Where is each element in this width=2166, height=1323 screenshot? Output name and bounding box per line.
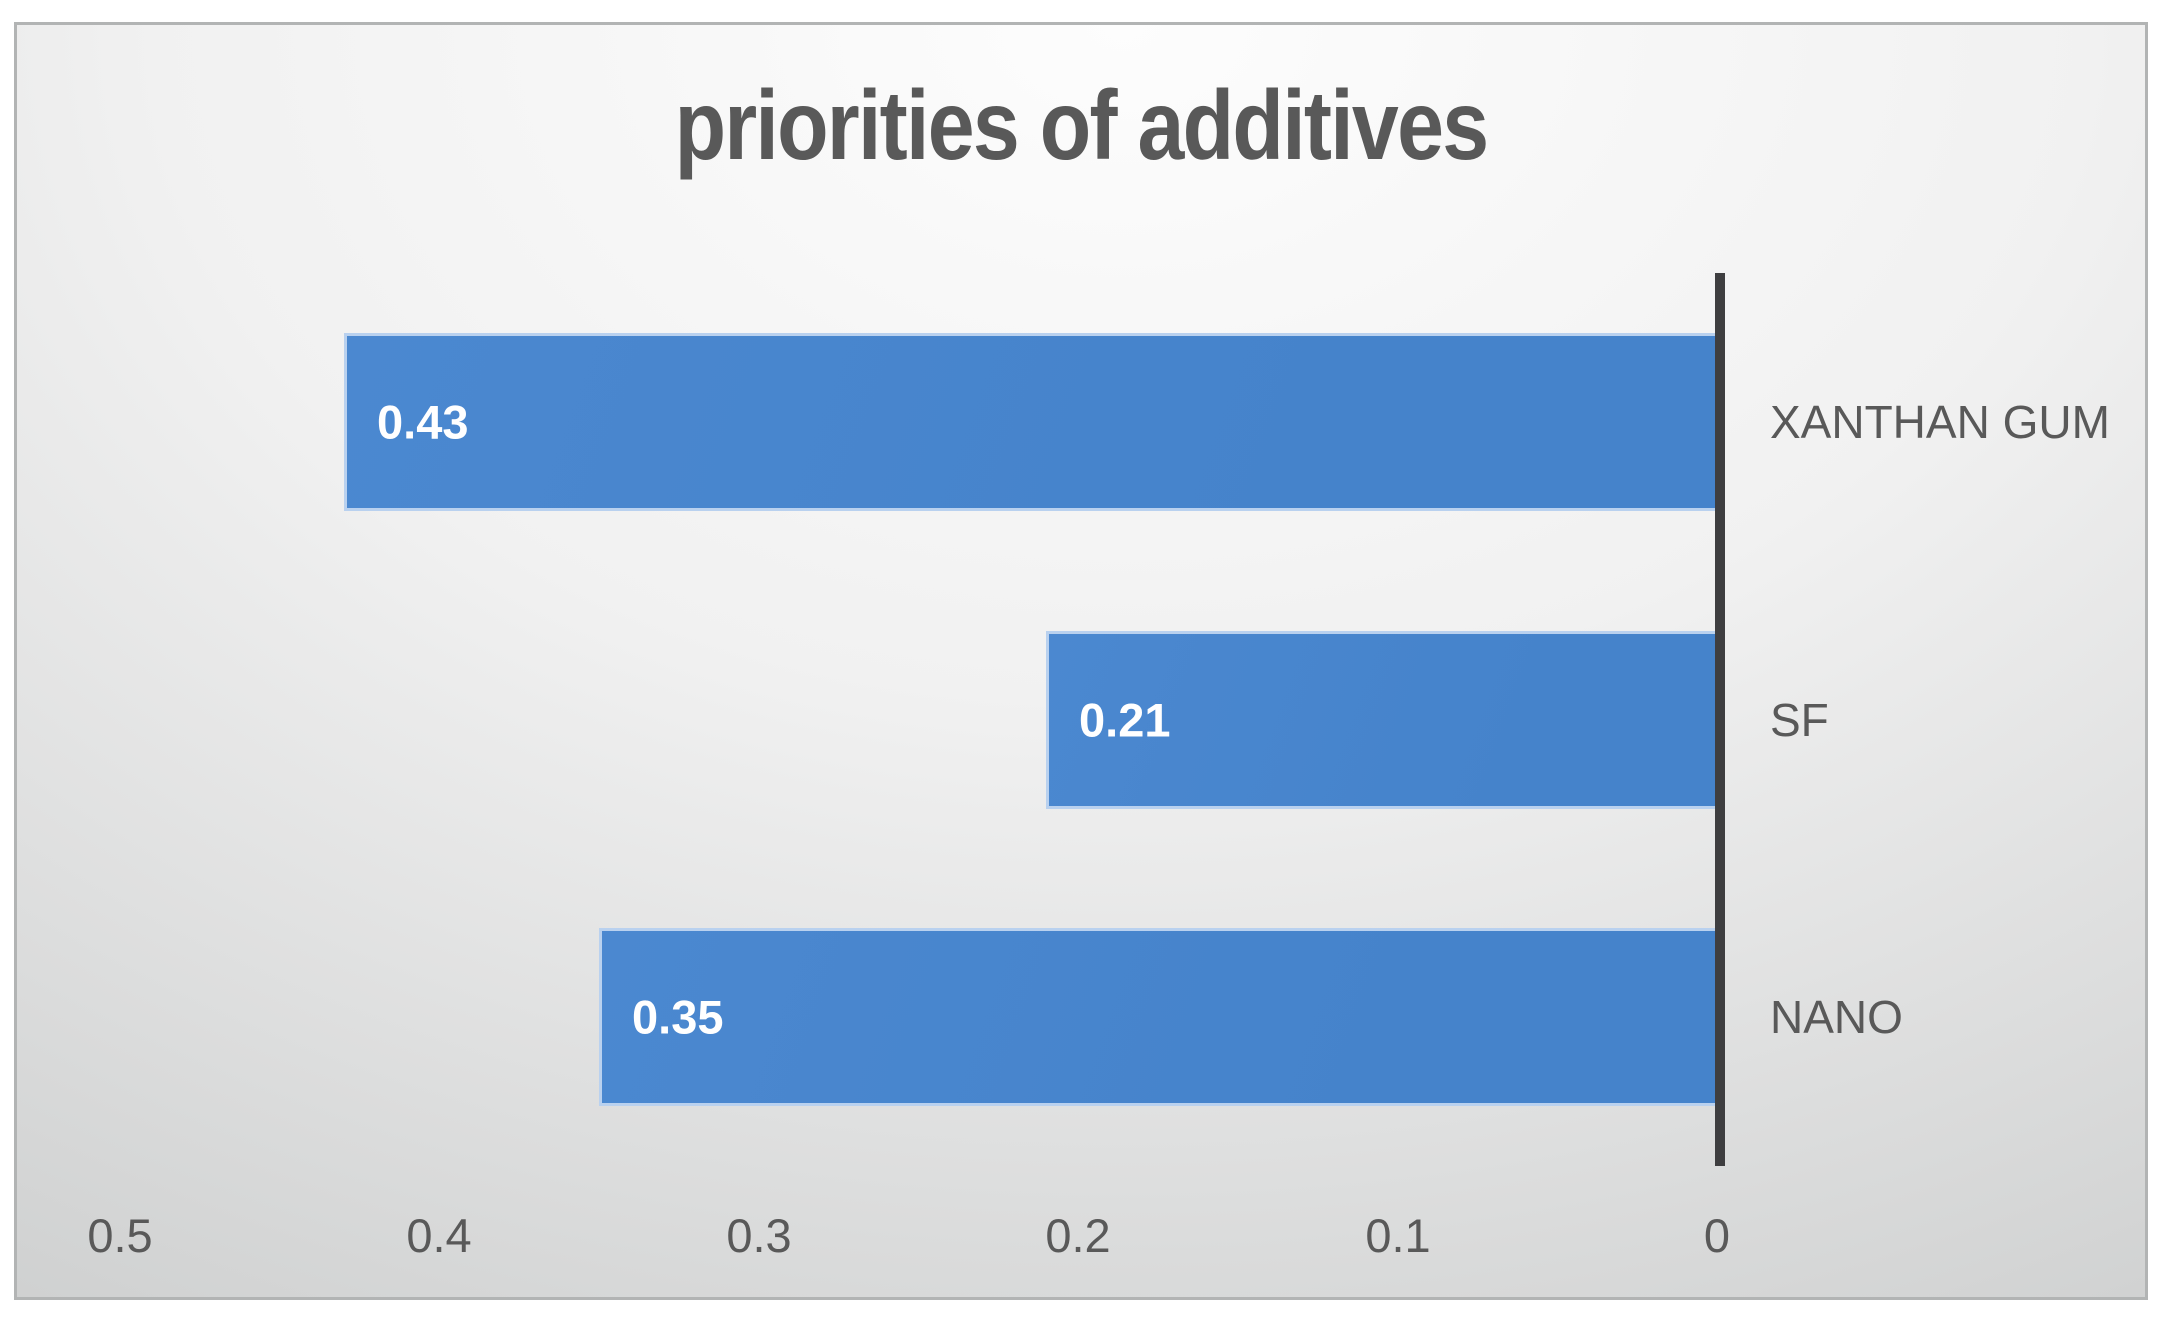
bar-value-label-xanthan-gum: 0.43 [377,395,469,449]
x-tick-label-0-5: 0.5 [87,1209,153,1262]
category-label-nano: NANO [1770,991,1903,1043]
bar-nano: 0.35 [599,928,1717,1106]
value-axis-line [1715,273,1725,1166]
bar-sf: 0.21 [1046,631,1717,809]
x-tick-label-0-3: 0.3 [726,1209,792,1262]
chart-title: priorities of additives [674,70,1490,180]
bar-xanthan-gum: 0.43 [344,333,1717,511]
x-tick-label-0-2: 0.2 [1045,1209,1111,1262]
chart-frame: priorities of additives 0.43 XANTHAN GUM 0… [14,22,2148,1300]
x-tick-label-0-4: 0.4 [406,1209,472,1262]
bar-value-label-sf: 0.21 [1079,693,1171,747]
category-label-xanthan-gum: XANTHAN GUM [1770,396,2110,448]
plot-area: 0.43 XANTHAN GUM 0.21 SF 0.35 NANO 0.5 0.4 0.3 0.… [17,25,2145,1297]
bar-value-label-nano: 0.35 [632,990,724,1044]
category-label-sf: SF [1770,694,1829,746]
x-tick-label-0-1: 0.1 [1365,1209,1431,1262]
x-tick-label-0: 0 [1703,1209,1731,1262]
